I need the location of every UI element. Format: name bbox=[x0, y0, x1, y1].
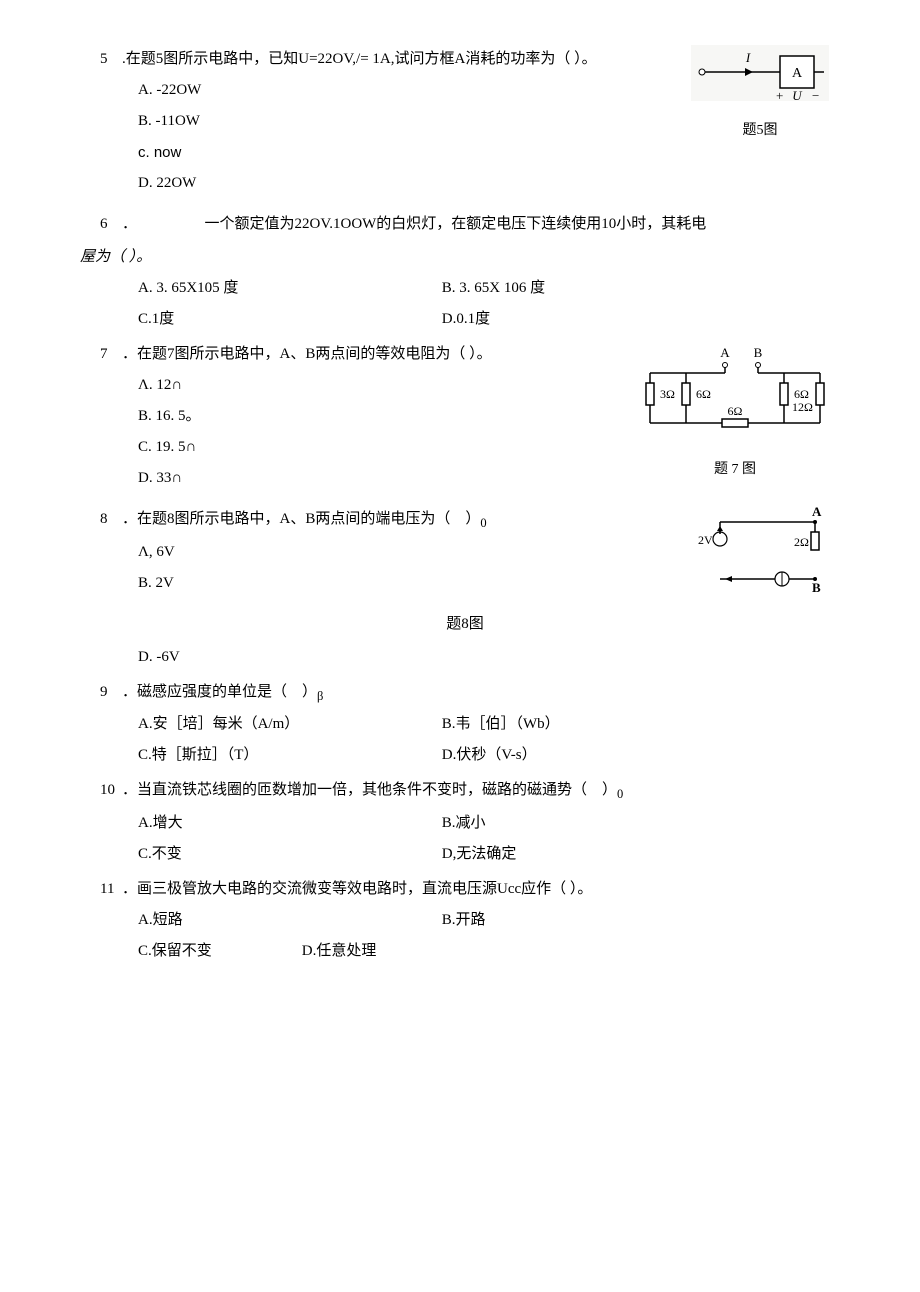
q8-A: A bbox=[812, 504, 822, 519]
q6-number: 6 bbox=[100, 211, 122, 238]
q10-opt-c: C.不变 bbox=[138, 841, 438, 868]
q9-stem: 9．磁感应强度的单位是（ ）β bbox=[100, 679, 830, 708]
q9-opt-d: D.伏秒（V-s） bbox=[442, 742, 537, 769]
q5-figure-caption: 题5图 bbox=[690, 118, 830, 143]
q7-opt-b: B. 16. 5。 bbox=[138, 403, 201, 430]
q7-B: B bbox=[754, 345, 763, 360]
q6-stem: 6． 一个额定值为22OV.1OOW的白炽灯，在额定电压下连续使用10小时，其耗… bbox=[100, 211, 830, 238]
q8-stem-text: ．在题8图所示电路中，A、B两点间的端电压为（ ） bbox=[122, 511, 480, 527]
q11-opt-d: D.任意处理 bbox=[302, 938, 377, 965]
q9-opt-c: C.特［斯拉］（T） bbox=[138, 742, 438, 769]
q7-stem-text: ．在题7图所示电路中，A、B两点间的等效电阻为（ ）。 bbox=[122, 346, 492, 362]
q5-A-label: A bbox=[792, 66, 803, 81]
q11-number: 11 bbox=[100, 876, 122, 903]
q11-options: A.短路 B.开路 C.保留不变 D.任意处理 bbox=[138, 907, 830, 965]
q11-stem-text: ．画三极管放大电路的交流微变等效电路时，直流电压源Ucc应作（ ）。 bbox=[122, 881, 592, 897]
q7-r2: 6Ω bbox=[696, 387, 711, 401]
q8-res: 2Ω bbox=[794, 535, 809, 549]
q7-r5: 6Ω bbox=[728, 404, 743, 418]
q9-stem-text: ．磁感应强度的单位是（ ） bbox=[122, 684, 317, 700]
q7-circuit-svg: A B 3Ω 6Ω 6Ω 6Ω bbox=[640, 345, 830, 445]
q7-r1: 3Ω bbox=[660, 387, 675, 401]
q5-number: 5 bbox=[100, 46, 122, 73]
q11-opt-b: B.开路 bbox=[442, 907, 486, 934]
q8-opt-b: B. 2V bbox=[138, 570, 174, 597]
q9-options: A.安［培］每米（A/m） B.韦［伯］（Wb） C.特［斯拉］（T） D.伏秒… bbox=[138, 711, 830, 769]
q10-options: A.增大 B.减小 C.不变 D,无法确定 bbox=[138, 810, 830, 868]
q8-circuit-svg: A 2Ω 2V B bbox=[660, 504, 830, 594]
q9-opt-a: A.安［培］每米（A/m） bbox=[138, 711, 438, 738]
q5-opt-b: B. -11OW bbox=[138, 108, 200, 135]
q5-U: U bbox=[792, 88, 803, 103]
q7-figure: A B 3Ω 6Ω 6Ω 6Ω 12Ω 题 7 图 bbox=[640, 345, 830, 482]
q5-minus: − bbox=[812, 88, 819, 103]
q7-opt-d: D. 33∩ bbox=[138, 465, 182, 492]
q5-plus: + bbox=[776, 88, 783, 103]
q5-figure: I A + U − 题5图 bbox=[690, 44, 830, 143]
q6-opt-b: B. 3. 65X 106 度 bbox=[442, 275, 545, 302]
q10-opt-b: B.减小 bbox=[442, 810, 486, 837]
q8-B: B bbox=[812, 580, 821, 594]
q10-stem: 10．当直流铁芯线圈的匝数增加一倍，其他条件不变时，磁路的磁通势（ ）0 bbox=[100, 777, 830, 806]
q8-src: 2V bbox=[698, 533, 713, 547]
q8-sub: 0 bbox=[480, 516, 486, 530]
q7-opt-a: Λ. 12∩ bbox=[138, 372, 182, 399]
q6-stem-text: ． 一个额定值为22OV.1OOW的白炽灯，在额定电压下连续使用10小时，其耗电 bbox=[122, 216, 706, 232]
q11-opt-c: C.保留不变 bbox=[138, 938, 298, 965]
q6-opt-d: D.0.1度 bbox=[442, 306, 490, 333]
q10-sub: 0 bbox=[617, 787, 623, 801]
q6-opt-a: A. 3. 65X105 度 bbox=[138, 275, 438, 302]
q11-stem: 11．画三极管放大电路的交流微变等效电路时，直流电压源Ucc应作（ ）。 bbox=[100, 876, 830, 903]
q5-circuit-svg: I A + U − bbox=[690, 44, 830, 114]
q9-opt-b: B.韦［伯］（Wb） bbox=[442, 711, 560, 738]
q7-number: 7 bbox=[100, 341, 122, 368]
q6-opt-c: C.1度 bbox=[138, 306, 438, 333]
q9-number: 9 bbox=[100, 679, 122, 706]
q6-options: A. 3. 65X105 度 B. 3. 65X 106 度 C.1度 D.0.… bbox=[138, 275, 830, 333]
q8-number: 8 bbox=[100, 506, 122, 533]
q5-I-label: I bbox=[745, 50, 751, 65]
q8-figure-caption: 题8图 bbox=[100, 611, 830, 638]
q10-opt-a: A.增大 bbox=[138, 810, 438, 837]
q8-opt-a: Λ, 6V bbox=[138, 539, 175, 566]
q5-opt-a: A. -22OW bbox=[138, 77, 201, 104]
q7-A: A bbox=[720, 345, 730, 360]
q8-figure: A 2Ω 2V B bbox=[660, 504, 830, 594]
q6-stem2: 屋为（ ）。 bbox=[80, 244, 830, 271]
q9-sub: β bbox=[317, 689, 323, 703]
q8-opt-d: D. -6V bbox=[138, 644, 180, 671]
q5-opt-d: D. 22OW bbox=[138, 170, 196, 197]
q10-number: 10 bbox=[100, 777, 122, 804]
q5-opt-c: c. now bbox=[138, 139, 181, 166]
q7-r4: 12Ω bbox=[792, 397, 826, 419]
q10-opt-d: D,无法确定 bbox=[442, 841, 517, 868]
q7-opt-c: C. 19. 5∩ bbox=[138, 434, 196, 461]
q7-figure-caption: 题 7 图 bbox=[640, 457, 830, 482]
q5-stem-text: .在题5图所示电路中，已知U=22OV,/= 1A,试问方框A消耗的功率为（ ）… bbox=[122, 51, 597, 67]
q11-opt-a: A.短路 bbox=[138, 907, 438, 934]
q10-stem-text: ．当直流铁芯线圈的匝数增加一倍，其他条件不变时，磁路的磁通势（ ） bbox=[122, 782, 617, 798]
